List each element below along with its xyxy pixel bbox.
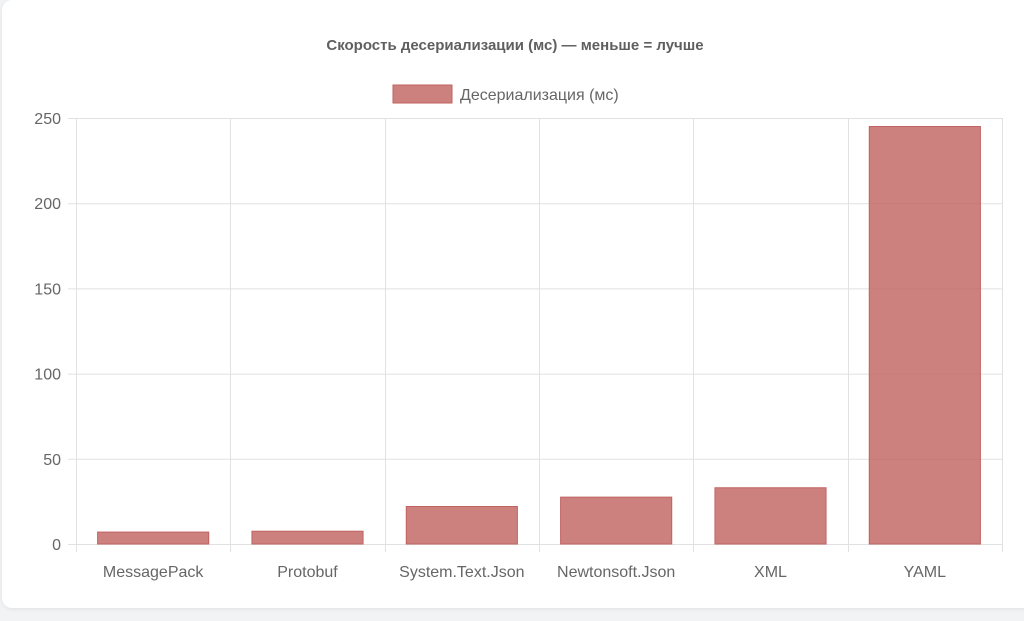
bar-messagepack[interactable]	[97, 531, 210, 545]
bar-system-text-json[interactable]	[405, 506, 518, 545]
x-tick-label: Newtonsoft.Json	[557, 564, 675, 581]
bar-newtonsoft-json[interactable]	[560, 496, 673, 545]
grid	[68, 118, 1003, 552]
bar-yaml[interactable]	[868, 126, 981, 545]
y-tick-label: 200	[34, 196, 61, 213]
x-axis: MessagePack Protobuf System.Text.Json Newto…	[103, 564, 946, 581]
bars	[97, 126, 981, 545]
x-tick-label: Protobuf	[277, 564, 338, 581]
y-tick-label: 100	[34, 367, 61, 384]
y-axis: 0 50 100 150 200 250	[34, 111, 61, 554]
x-tick-label: XML	[754, 564, 787, 581]
chart-title: Скорость десериализации (мс) — меньше = …	[326, 37, 703, 54]
legend-swatch	[392, 84, 453, 104]
bar-protobuf[interactable]	[251, 530, 364, 545]
y-tick-label: 250	[34, 111, 61, 128]
legend[interactable]: Десериализация (мс)	[392, 84, 619, 104]
y-tick-label: 0	[52, 537, 61, 554]
bar-xml[interactable]	[714, 487, 827, 545]
y-tick-label: 50	[43, 452, 61, 469]
x-tick-label: YAML	[904, 564, 946, 581]
x-tick-label: MessagePack	[103, 564, 204, 581]
x-tick-label: System.Text.Json	[399, 564, 524, 581]
legend-label: Десериализация (мс)	[460, 87, 619, 104]
y-tick-label: 150	[34, 281, 61, 298]
